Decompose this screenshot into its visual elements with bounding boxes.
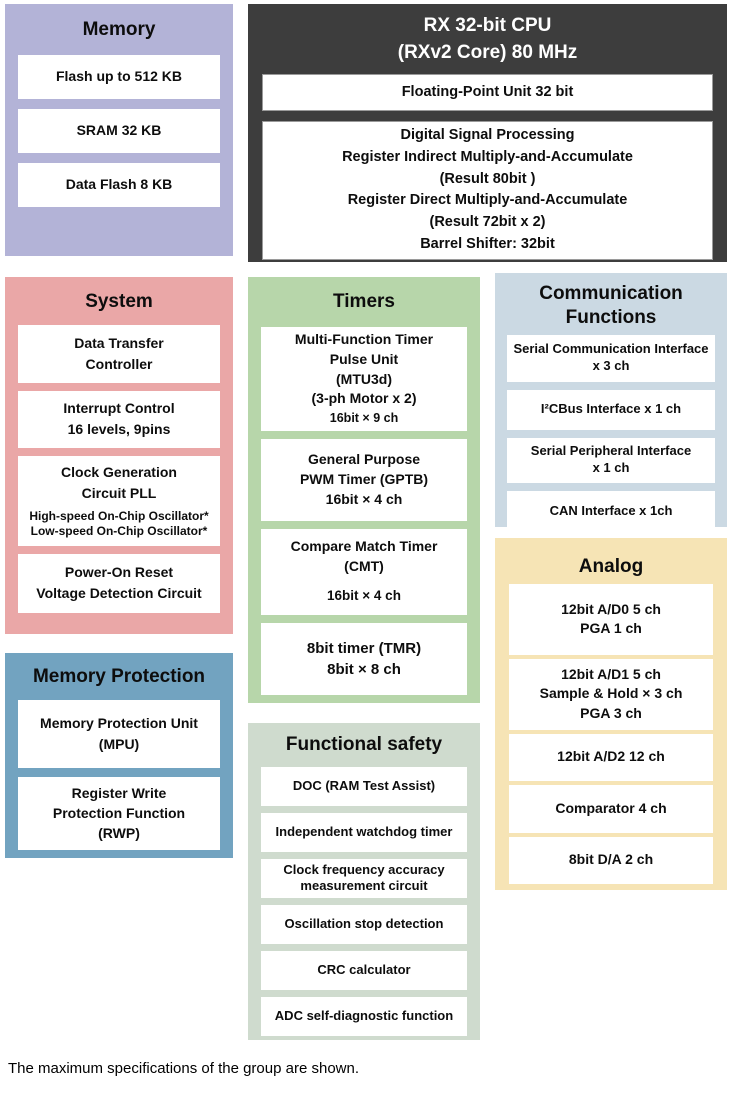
- timers-item-mtu3d: Multi-Function Timer Pulse Unit (MTU3d) (3-…: [261, 326, 467, 431]
- safety-item-oscillation-stop: Oscillation stop detection: [261, 904, 467, 944]
- memory-block: Memory Flash up to 512 KB SRAM 32 KB Dat…: [5, 4, 233, 256]
- analog-item-ad2: 12bit A/D2 12 ch: [509, 733, 713, 781]
- cpu-block-title: RX 32-bit CPU (RXv2 Core) 80 MHz: [397, 15, 578, 63]
- system-block: System Data Transfer Controller Interrupt…: [5, 277, 233, 634]
- communication-item-can: CAN Interface x 1ch: [507, 490, 715, 532]
- timers-item-gptb: General Purpose PWM Timer (GPTB) 16bit × 4…: [261, 438, 467, 521]
- functional-safety-block-title: Functional safety: [285, 734, 443, 755]
- safety-item-doc: DOC (RAM Test Assist): [261, 766, 467, 806]
- cpu-item-fpu: Floating-Point Unit 32 bit: [262, 74, 713, 112]
- timers-block: Timers Multi-Function Timer Pulse Unit (MT…: [248, 277, 480, 703]
- safety-item-crc: CRC calculator: [261, 950, 467, 990]
- footer-note: The maximum specifications of the group …: [8, 1060, 359, 1077]
- communication-functions-block: Communication Functions Serial Communicat…: [495, 273, 727, 532]
- system-item-interrupt: Interrupt Control 16 levels, 9pins: [18, 390, 220, 448]
- analog-item-comparator: Comparator 4 ch: [509, 784, 713, 833]
- memory-item-flash: Flash up to 512 KB: [18, 54, 220, 99]
- communication-functions-block-title: Communication Functions: [539, 283, 683, 328]
- mtu3d-main-lines: Multi-Function Timer Pulse Unit (MTU3d) (3-…: [294, 331, 434, 407]
- memory-item-sram: SRAM 32 KB: [18, 108, 220, 153]
- timers-item-tmr: 8bit timer (TMR) 8bit × 8 ch: [261, 622, 467, 695]
- memory-protection-item-rwp: Register Write Protection Function (RWP): [18, 776, 220, 850]
- timers-block-title: Timers: [333, 291, 395, 312]
- memory-protection-block-title: Memory Protection: [32, 666, 206, 687]
- clock-generation-main-lines: Clock Generation Circuit PLL: [61, 463, 177, 501]
- memory-item-data-flash: Data Flash 8 KB: [18, 162, 220, 207]
- analog-item-ad0: 12bit A/D0 5 ch PGA 1 ch: [509, 583, 713, 655]
- analog-item-da: 8bit D/A 2 ch: [509, 836, 713, 884]
- system-item-clock-generation: Clock Generation Circuit PLL High-speed O…: [18, 455, 220, 546]
- communication-item-i2c: I²CBus Interface x 1 ch: [507, 389, 715, 430]
- timers-item-cmt: Compare Match Timer (CMT) 16bit × 4 ch: [261, 528, 467, 615]
- communication-item-spi: Serial Peripheral Interface x 1 ch: [507, 437, 715, 483]
- memory-block-title: Memory: [82, 19, 156, 40]
- memory-protection-item-mpu: Memory Protection Unit (MPU): [18, 699, 220, 768]
- analog-item-ad1: 12bit A/D1 5 ch Sample & Hold × 3 ch PGA 3…: [509, 658, 713, 730]
- system-block-title: System: [85, 291, 153, 312]
- safety-item-clock-accuracy: Clock frequency accuracy measurement circ…: [261, 858, 467, 898]
- analog-block-title: Analog: [578, 556, 644, 577]
- mtu3d-channel-line: 16bit × 9 ch: [329, 410, 399, 425]
- system-item-dtc: Data Transfer Controller: [18, 324, 220, 383]
- communication-item-sci: Serial Communication Interface x 3 ch: [507, 334, 715, 382]
- cpu-block: RX 32-bit CPU (RXv2 Core) 80 MHz Floating…: [248, 4, 727, 262]
- safety-item-iwdt: Independent watchdog timer: [261, 812, 467, 852]
- analog-block: Analog 12bit A/D0 5 ch PGA 1 ch 12bit A/D…: [495, 538, 727, 890]
- functional-safety-block: Functional safety DOC (RAM Test Assist) …: [248, 723, 480, 1040]
- cpu-item-dsp: Digital Signal Processing Register Indire…: [262, 121, 713, 260]
- clock-generation-oscillator-lines: High-speed On-Chip Oscillator* Low-speed …: [29, 508, 209, 539]
- cmt-main-lines: Compare Match Timer (CMT): [290, 538, 438, 574]
- system-item-power-on-reset: Power-On Reset Voltage Detection Circuit: [18, 553, 220, 613]
- safety-item-adc-diagnostic: ADC self-diagnostic function: [261, 996, 467, 1036]
- memory-protection-block: Memory Protection Memory Protection Unit…: [5, 653, 233, 858]
- cmt-channel-line: 16bit × 4 ch: [327, 588, 401, 604]
